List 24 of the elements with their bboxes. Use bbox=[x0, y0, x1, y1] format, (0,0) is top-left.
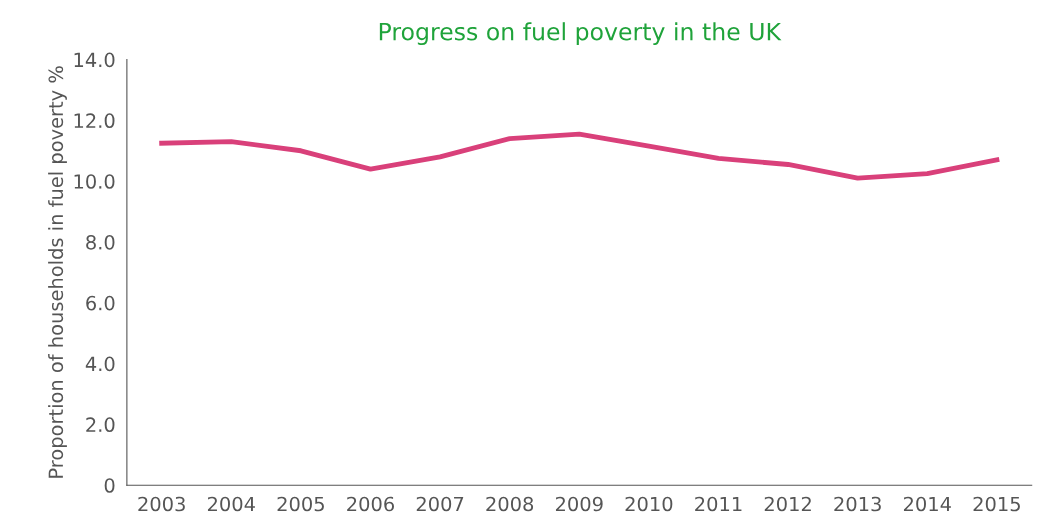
y-tick-label: 10.0 bbox=[74, 174, 115, 189]
x-tick-label: 2015 bbox=[973, 496, 1020, 512]
y-tick-label: 14.0 bbox=[74, 52, 115, 68]
x-tick-label: 2014 bbox=[903, 496, 951, 512]
line-series bbox=[159, 131, 1000, 181]
x-tick-label: 2012 bbox=[764, 496, 811, 512]
x-tick-label: 2004 bbox=[207, 496, 255, 512]
y-tick-label: 2.0 bbox=[86, 417, 115, 433]
y-tick-label: 6.0 bbox=[86, 295, 115, 311]
x-tick-label: 2011 bbox=[695, 496, 742, 512]
y-tick-label: 12.0 bbox=[74, 113, 115, 129]
x-tick-label: 2009 bbox=[555, 496, 603, 512]
y-tick-label: 8.0 bbox=[86, 234, 115, 250]
x-tick-label: 2005 bbox=[277, 496, 324, 512]
x-tick-label: 2008 bbox=[486, 496, 534, 512]
chart-title: Progress on fuel poverty in the UK bbox=[379, 22, 782, 46]
y-tick-label: 4.0 bbox=[85, 356, 115, 372]
x-tick-label: 2010 bbox=[625, 496, 673, 512]
x-tick-label: 2007 bbox=[416, 496, 464, 512]
x-tick-label: 2003 bbox=[138, 496, 185, 512]
y-axis-title: Proportion of households in fuel poverty % bbox=[48, 66, 67, 478]
y-tick-label: 0 bbox=[104, 478, 115, 493]
x-tick-label: 2013 bbox=[834, 496, 881, 512]
x-tick-label: 2006 bbox=[347, 496, 394, 512]
